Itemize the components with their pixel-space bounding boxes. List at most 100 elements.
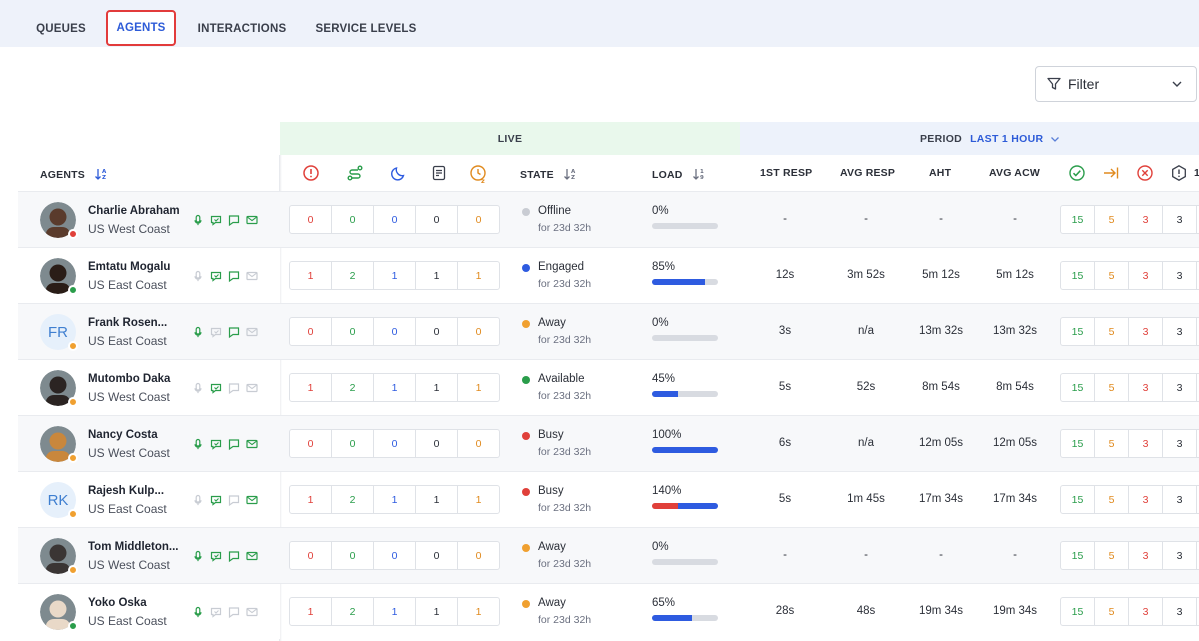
live-count[interactable]: 1 (416, 374, 458, 401)
sla-count[interactable]: 3 (1129, 374, 1163, 401)
sla-count[interactable]: 5 (1095, 374, 1129, 401)
agent-name[interactable]: Nancy Costa (88, 429, 158, 441)
sla-count[interactable]: 3 (1129, 318, 1163, 345)
sla-count[interactable]: 5 (1095, 486, 1129, 513)
sla-count[interactable]: 15 (1061, 598, 1095, 625)
sla-count[interactable]: 5 (1095, 598, 1129, 625)
sla-count[interactable]: 15 (1061, 206, 1095, 233)
sla-count[interactable]: 3 (1129, 206, 1163, 233)
live-count[interactable]: 0 (416, 430, 458, 457)
live-count[interactable]: 0 (416, 542, 458, 569)
live-count[interactable]: 0 (475, 437, 482, 450)
table-row[interactable]: Tom Middleton... US West Coast 0 0 0 0 0 Away fo… (18, 527, 1199, 583)
tab-agents[interactable]: AGENTS (106, 10, 176, 46)
live-count[interactable]: 0 (475, 213, 482, 226)
live-count[interactable]: 0 (416, 318, 458, 345)
live-count[interactable]: 1 (475, 381, 482, 394)
sort-icon[interactable]: 19 (692, 167, 706, 181)
agent-cell[interactable]: Nancy Costa US West Coast (18, 416, 280, 471)
agent-cell[interactable]: Yoko Oska US East Coast (18, 584, 280, 639)
sla-count[interactable]: 3 (1163, 542, 1197, 569)
agent-cell[interactable]: Emtatu Mogalu US East Coast (18, 248, 280, 303)
live-count[interactable]: 0 (374, 542, 416, 569)
sla-count[interactable]: 5 (1095, 206, 1129, 233)
sla-count[interactable]: 15 (1061, 262, 1095, 289)
tab-queues[interactable]: QUEUES (36, 23, 86, 35)
live-count[interactable]: 0 (374, 206, 416, 233)
agent-name[interactable]: Charlie Abraham (88, 205, 180, 217)
agent-name[interactable]: Mutombo Daka (88, 373, 171, 385)
live-count[interactable]: 0 (332, 430, 374, 457)
sla-count[interactable]: 15 (1061, 318, 1095, 345)
live-count[interactable]: 0 (290, 318, 332, 345)
sla-count[interactable]: 15 (1061, 542, 1095, 569)
agent-name[interactable]: Frank Rosen... (88, 317, 168, 329)
table-row[interactable]: RK Rajesh Kulp... US East Coast 1 2 1 1 1 Busy fo… (18, 471, 1199, 527)
sla-count[interactable]: 3 (1129, 542, 1163, 569)
table-row[interactable]: Charlie Abraham US West Coast 0 0 0 0 0 Offline… (18, 191, 1199, 247)
live-count[interactable]: 2 (332, 374, 374, 401)
table-row[interactable]: Mutombo Daka US West Coast 1 2 1 1 1 Available f… (18, 359, 1199, 415)
agent-name[interactable]: Emtatu Mogalu (88, 261, 171, 273)
sla-count[interactable]: 15 (1061, 430, 1095, 457)
live-count[interactable]: 0 (290, 206, 332, 233)
live-count[interactable]: 0 (332, 542, 374, 569)
live-count[interactable]: 0 (475, 325, 482, 338)
agent-cell[interactable]: FR Frank Rosen... US East Coast (18, 304, 280, 359)
chevron-down-icon[interactable] (1049, 133, 1061, 145)
agent-name[interactable]: Yoko Oska (88, 597, 147, 609)
sort-icon[interactable]: AZ (94, 167, 108, 181)
agent-cell[interactable]: RK Rajesh Kulp... US East Coast (18, 472, 280, 527)
live-count[interactable]: 0 (475, 549, 482, 562)
live-count[interactable]: 0 (332, 318, 374, 345)
table-row[interactable]: Emtatu Mogalu US East Coast 1 2 1 1 1 Engaged fo… (18, 247, 1199, 303)
live-count[interactable]: 1 (475, 605, 482, 618)
agent-name[interactable]: Tom Middleton... (88, 541, 179, 553)
alert-circle-icon[interactable] (302, 164, 320, 182)
clock-snooze-icon[interactable]: z (469, 164, 489, 184)
live-count[interactable]: 1 (416, 262, 458, 289)
live-count[interactable]: 1 (374, 374, 416, 401)
live-count[interactable]: 0 (374, 318, 416, 345)
live-count[interactable]: 0 (290, 542, 332, 569)
live-count[interactable]: 0 (290, 430, 332, 457)
tab-service-levels[interactable]: SERVICE LEVELS (315, 23, 417, 35)
agent-name[interactable]: Rajesh Kulp... (88, 485, 165, 497)
x-circle-icon[interactable] (1136, 164, 1154, 182)
table-row[interactable]: Nancy Costa US West Coast 0 0 0 0 0 Busy for 23d… (18, 415, 1199, 471)
table-row[interactable]: Yoko Oska US East Coast 1 2 1 1 1 Away for 23d 3… (18, 583, 1199, 639)
live-count[interactable]: 1 (475, 493, 482, 506)
check-circle-icon[interactable] (1068, 164, 1086, 182)
sla-count[interactable]: 15 (1061, 374, 1095, 401)
sla-count[interactable]: 3 (1129, 486, 1163, 513)
agent-cell[interactable]: Mutombo Daka US West Coast (18, 360, 280, 415)
avg-resp-header[interactable]: AVG RESP (840, 167, 896, 179)
aht-header[interactable]: AHT (929, 167, 952, 179)
live-count[interactable]: 1 (290, 374, 332, 401)
live-count[interactable]: 1 (475, 269, 482, 282)
live-count[interactable]: 2 (332, 598, 374, 625)
avatar[interactable] (40, 258, 78, 295)
sla-count[interactable]: 5 (1095, 430, 1129, 457)
sla-count[interactable]: 3 (1163, 206, 1197, 233)
live-count[interactable]: 0 (332, 206, 374, 233)
sla-count[interactable]: 3 (1163, 486, 1197, 513)
sla-count[interactable]: 3 (1163, 262, 1197, 289)
table-row[interactable]: FR Frank Rosen... US East Coast 0 0 0 0 0 Away fo… (18, 303, 1199, 359)
live-count[interactable]: 2 (332, 486, 374, 513)
sla-count[interactable]: 15 (1061, 486, 1095, 513)
avatar[interactable]: RK (40, 482, 78, 519)
sla-count[interactable]: 3 (1163, 430, 1197, 457)
sla-count[interactable]: 3 (1163, 374, 1197, 401)
sla-count[interactable]: 3 (1129, 430, 1163, 457)
live-count[interactable]: 1 (290, 598, 332, 625)
avatar[interactable] (40, 202, 78, 239)
avatar[interactable] (40, 594, 78, 631)
tab-interactions[interactable]: INTERACTIONS (197, 23, 287, 35)
live-count[interactable]: 1 (374, 262, 416, 289)
live-count[interactable]: 1 (290, 262, 332, 289)
avatar[interactable] (40, 538, 78, 575)
live-count[interactable]: 1 (416, 486, 458, 513)
